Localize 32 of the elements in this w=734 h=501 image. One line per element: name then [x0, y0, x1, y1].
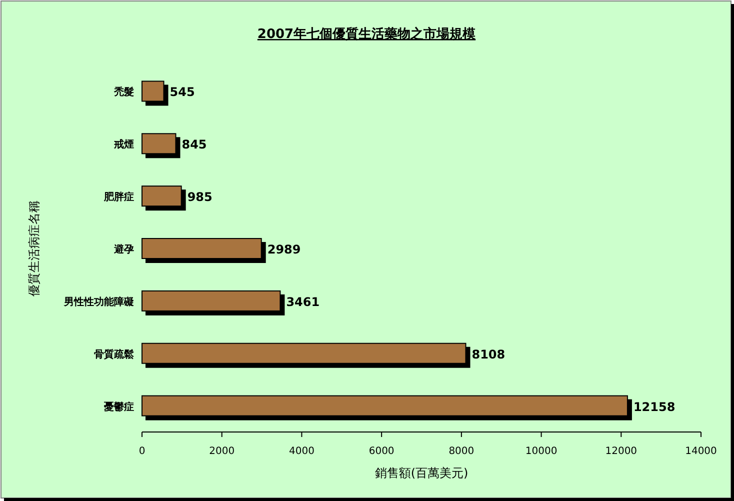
bar	[142, 133, 176, 154]
y-tick-label: 禿髮	[113, 86, 134, 98]
data-label: 545	[170, 85, 195, 100]
bar	[142, 290, 281, 312]
y-tick-label: 避孕	[113, 244, 134, 256]
y-tick-label: 男性性功能障礙	[63, 296, 134, 308]
bar	[142, 80, 164, 102]
chart-title: 2007年七個優質生活藥物之市場規模	[257, 26, 476, 42]
bar	[142, 238, 262, 259]
data-label: 2989	[267, 242, 301, 256]
x-tick-label: 14000	[685, 446, 717, 457]
data-label: 12158	[633, 400, 676, 414]
x-tick-label: 2000	[209, 446, 235, 457]
y-tick-label: 肥胖症	[103, 191, 134, 204]
x-axis-title: 銷售額(百萬美元)	[374, 466, 468, 480]
y-tick-label: 骨質疏鬆	[94, 348, 134, 360]
data-label: 985	[187, 190, 212, 204]
data-label: 3461	[286, 294, 320, 309]
x-tick-label: 0	[138, 446, 146, 457]
data-label: 8108	[472, 347, 506, 362]
y-tick-label: 憂鬱症	[103, 400, 134, 413]
y-tick-label: 戒煙	[113, 138, 134, 151]
data-label: 845	[182, 138, 207, 152]
x-tick-label: 8000	[448, 446, 474, 457]
x-tick-label: 4000	[288, 446, 314, 457]
x-tick-label: 12000	[605, 446, 638, 457]
bar	[142, 342, 466, 364]
y-axis-title: 優質生活病症名稱	[27, 200, 41, 296]
bar	[142, 186, 182, 207]
x-tick-label: 6000	[368, 446, 394, 457]
x-tick-label: 10000	[525, 446, 558, 457]
bar	[142, 395, 628, 416]
